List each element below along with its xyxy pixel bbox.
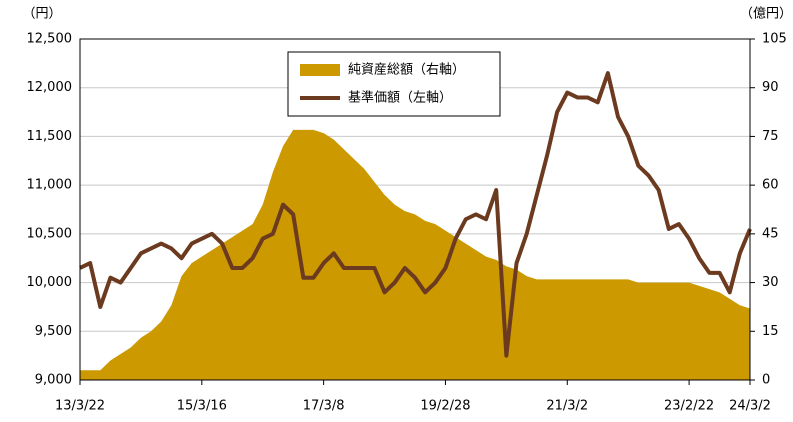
- y2-tick-label: 0: [762, 373, 770, 388]
- x-tick-label: 13/3/22: [55, 399, 105, 414]
- area-series: [80, 129, 750, 380]
- y-tick-label: 10,000: [27, 275, 73, 290]
- legend-box: [287, 51, 501, 117]
- plot-frame: [79, 38, 751, 381]
- y-tick-label: 10,500: [27, 226, 73, 241]
- y-tick-label: 11,000: [27, 178, 73, 193]
- y-tick-label: 9,000: [35, 373, 72, 388]
- y-tick-label: 11,500: [27, 129, 73, 144]
- y2-tick-label: 45: [762, 226, 779, 241]
- y2-tick-label: 75: [762, 129, 779, 144]
- legend-label: 基準価額（左軸）: [348, 90, 452, 106]
- y2-tick-label: 30: [762, 275, 779, 290]
- line-series: [79, 71, 752, 358]
- y2-tick-label: 90: [762, 80, 779, 95]
- legend-swatch: [300, 64, 340, 76]
- x-tick-label: 21/3/2: [546, 399, 588, 414]
- y-tick-label: 12,000: [27, 80, 73, 95]
- y-axis-unit: （円）: [22, 7, 61, 22]
- x-tick-label: 17/3/8: [303, 399, 345, 414]
- x-tick-label: 19/2/28: [420, 399, 470, 414]
- legend-label: 純資産総額（右軸）: [348, 62, 465, 78]
- x-tick-label: 24/3/2: [729, 399, 771, 414]
- y2-tick-label: 105: [762, 32, 787, 47]
- x-tick-label: 23/2/22: [664, 399, 714, 414]
- y-tick-label: 9,500: [35, 324, 72, 339]
- y2-axis-unit: （億円）: [740, 6, 792, 22]
- x-tick-label: 15/3/16: [177, 399, 227, 414]
- y2-tick-label: 60: [762, 178, 779, 193]
- y2-tick-label: 15: [762, 324, 779, 339]
- y-tick-label: 12,500: [27, 32, 73, 47]
